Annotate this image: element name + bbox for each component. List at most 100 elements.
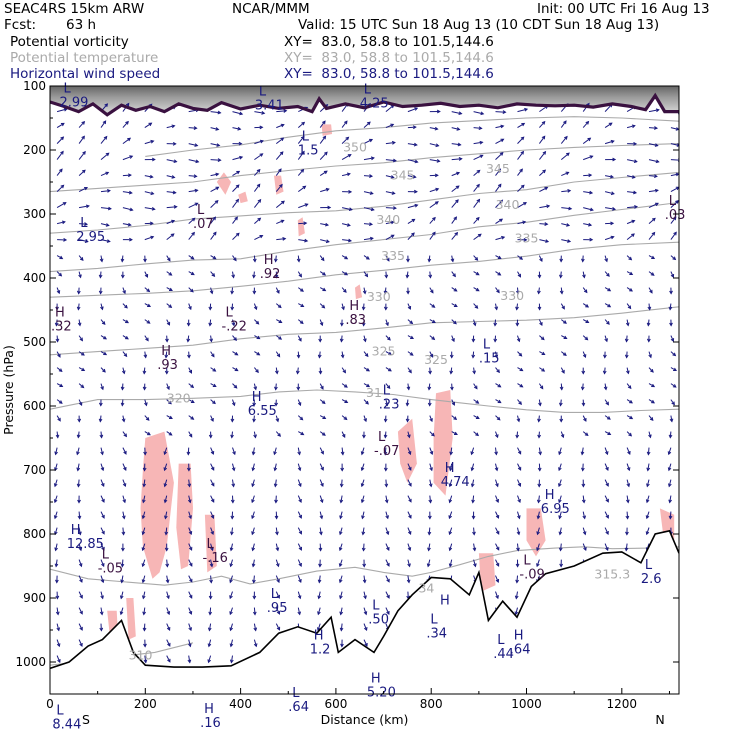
wind-vector — [210, 399, 216, 405]
wind-vector — [670, 231, 677, 240]
wind-vector — [120, 559, 125, 568]
extremum-value: 6.55 — [248, 404, 277, 419]
wind-vector — [581, 367, 586, 375]
wind-vector — [210, 199, 219, 208]
wind-vector — [319, 511, 324, 520]
wind-vector — [581, 495, 586, 504]
wind-vector — [473, 198, 481, 208]
wind-vector — [122, 479, 127, 488]
wind-vector — [297, 591, 302, 600]
wind-vector — [429, 463, 433, 472]
wind-vector — [363, 138, 374, 145]
wind-vector — [188, 559, 193, 567]
wind-vector — [537, 463, 542, 472]
wind-vector — [626, 271, 634, 275]
wind-vector — [604, 319, 610, 325]
wind-vector — [473, 399, 480, 404]
wind-vector — [604, 447, 609, 456]
wind-vector — [144, 174, 154, 179]
wind-vector — [121, 367, 126, 375]
wind-vector — [385, 367, 392, 372]
wind-vector — [318, 559, 322, 568]
wind-vector — [298, 238, 309, 243]
wind-vector — [383, 303, 388, 311]
wind-vector — [166, 190, 177, 195]
wind-vector — [232, 155, 244, 161]
wind-vector — [603, 351, 607, 359]
theta-contour-320 — [50, 389, 679, 413]
wind-vector — [385, 575, 390, 583]
wind-vector — [230, 431, 234, 439]
wind-vector — [471, 351, 476, 359]
wind-vector — [78, 135, 85, 144]
wind-vector — [384, 479, 389, 488]
wind-vector — [473, 154, 484, 161]
wind-vector — [319, 287, 327, 292]
wind-vector — [537, 287, 541, 295]
organization: NCAR/MMM — [232, 1, 310, 17]
wind-vector — [187, 495, 192, 504]
wind-vector — [210, 255, 217, 260]
wind-vector — [429, 351, 434, 358]
extremum-value: .15 — [479, 351, 500, 366]
wind-vector — [648, 174, 658, 179]
wind-vector — [275, 151, 284, 160]
wind-vector — [604, 543, 609, 552]
extremum-value: 4.74 — [441, 475, 470, 490]
wind-vector — [668, 479, 672, 488]
wind-vector — [318, 367, 323, 375]
wind-vector — [361, 303, 366, 311]
wind-vector — [251, 511, 255, 520]
wind-vector — [231, 479, 236, 488]
wind-vector — [583, 190, 594, 195]
wind-vector — [451, 399, 455, 406]
wind-vector — [273, 463, 278, 472]
wind-vector — [144, 139, 155, 145]
wind-vector — [188, 591, 193, 599]
wind-vector — [626, 495, 630, 504]
axes-layer: 100 200 300 400 500 600 700 800 900 1000 0 200 400 60… — [1, 79, 680, 727]
wind-vector — [536, 527, 540, 536]
wind-vector — [669, 319, 673, 327]
wind-vector — [253, 303, 258, 311]
wind-vector — [472, 367, 476, 375]
wind-vector — [495, 110, 507, 114]
wind-vector — [494, 463, 499, 472]
wind-vector — [100, 152, 110, 160]
wind-vector — [78, 575, 83, 583]
wind-vector — [407, 543, 412, 552]
wind-vector — [165, 559, 170, 568]
wind-vector — [143, 447, 147, 456]
wind-vector — [670, 383, 677, 388]
wind-vector — [451, 171, 461, 177]
wind-vector — [538, 383, 544, 390]
wind-vector — [646, 479, 650, 488]
wind-vector — [77, 415, 82, 423]
wind-vector — [385, 123, 395, 129]
wind-vector — [583, 173, 593, 178]
wind-vector — [164, 543, 169, 552]
wind-vector — [429, 187, 440, 193]
extremum-letter: H — [161, 344, 171, 359]
wind-vector — [229, 591, 233, 600]
wind-vector — [648, 188, 659, 193]
theta-label: 330 — [367, 289, 391, 304]
wind-vector — [100, 239, 111, 243]
pv-2pvu-contour — [50, 92, 679, 117]
theta-label: 350 — [343, 139, 367, 154]
wind-vector — [625, 527, 629, 536]
x-tick-label: 600 — [324, 697, 347, 711]
wind-vector — [295, 367, 300, 375]
wind-vector — [253, 623, 258, 632]
wind-vector — [297, 287, 304, 292]
wind-vector — [451, 319, 457, 325]
wind-vector — [604, 235, 615, 241]
wind-vector — [100, 591, 104, 600]
wind-vector — [448, 543, 453, 552]
wind-vector — [670, 199, 679, 208]
wind-vector — [428, 367, 432, 375]
theta-contour-350 — [145, 116, 679, 157]
wind-vector — [275, 575, 280, 584]
wind-vector — [76, 479, 81, 488]
terrain-outline — [50, 529, 679, 670]
